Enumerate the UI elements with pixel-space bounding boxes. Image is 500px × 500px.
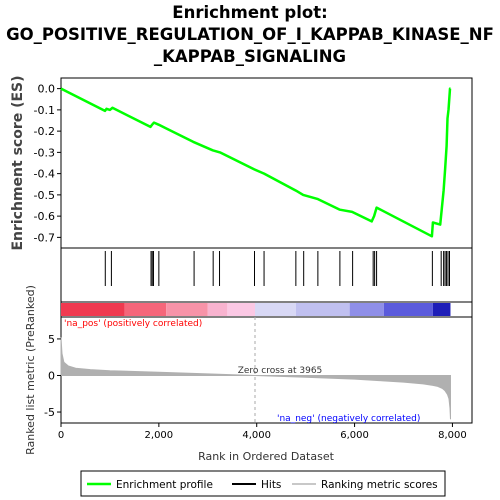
es-y-tick-label: -0.6 <box>34 210 55 223</box>
title-line-2: GO_POSITIVE_REGULATION_OF_I_KAPPAB_KINAS… <box>6 25 494 44</box>
rank-gradient-segment <box>295 303 350 316</box>
enrichment-profile-line <box>60 87 452 238</box>
x-tick-label: 2,000 <box>145 430 174 441</box>
es-panel-frame <box>60 77 473 249</box>
legend-ranking-metric-label: Ranking metric scores <box>321 479 438 491</box>
legend-enrichment-profile-label: Enrichment profile <box>116 479 213 491</box>
hits-marks <box>104 251 450 286</box>
metric-y-axis: 5 0 -5 <box>44 333 61 419</box>
x-tick-label: 6,000 <box>340 430 369 441</box>
es-y-axis: 0.0 -0.1 -0.2 -0.3 -0.4 -0.5 -0.6 -0.7 <box>34 83 61 244</box>
metric-y-tick-label: -5 <box>44 406 55 419</box>
metric-y-axis-label: Ranked list metric (PreRanked) <box>24 285 37 455</box>
es-y-tick-label: 0.0 <box>38 83 56 96</box>
rank-gradient-segment <box>255 303 296 316</box>
x-tick-label: 4,000 <box>242 430 271 441</box>
ranked-metric-area <box>60 337 451 420</box>
metric-y-tick-label: 0 <box>48 369 55 382</box>
zero-cross-label: Zero cross at 3965 <box>238 366 323 376</box>
metric-y-tick-label: 5 <box>48 333 55 346</box>
legend-box <box>80 470 446 497</box>
es-y-tick-label: -0.7 <box>34 231 55 244</box>
es-y-tick-label: -0.2 <box>34 125 55 138</box>
rank-gradient-segment <box>124 303 167 316</box>
rank-gradient-bar <box>61 303 451 316</box>
rank-gradient-segment <box>166 303 208 316</box>
rank-gradient-segment <box>349 303 384 316</box>
es-y-tick-label: -0.1 <box>34 104 55 117</box>
hits-panel-frame <box>60 247 473 303</box>
title-line-1: Enrichment plot: <box>172 3 328 22</box>
x-tick-label: 8,000 <box>438 430 467 441</box>
metric-panel-frame <box>60 316 473 424</box>
rank-gradient-segment <box>432 303 451 316</box>
pos-correlated-label: 'na_pos' (positively correlated) <box>64 319 202 329</box>
es-y-axis-label: Enrichment score (ES) <box>10 75 26 250</box>
rank-gradient-segment <box>227 303 256 316</box>
es-y-tick-label: -0.3 <box>34 146 55 159</box>
title-line-3: _KAPPAB_SIGNALING <box>153 47 347 66</box>
chart-title: Enrichment plot: GO_POSITIVE_REGULATION_… <box>0 2 500 68</box>
es-y-tick-label: -0.4 <box>34 168 55 181</box>
metric-x-axis: 0 2,000 4,000 6,000 8,000 <box>58 423 467 441</box>
rank-gradient-segment <box>383 303 433 316</box>
rank-gradient-segment <box>61 303 125 316</box>
x-axis-label: Rank in Ordered Dataset <box>198 450 335 463</box>
x-tick-label: 0 <box>58 430 64 441</box>
rank-gradient-segment <box>207 303 228 316</box>
es-y-tick-label: -0.5 <box>34 189 55 202</box>
neg-correlated-label: 'na_neg' (negatively correlated) <box>277 414 420 424</box>
legend-hits-label: Hits <box>261 479 281 491</box>
